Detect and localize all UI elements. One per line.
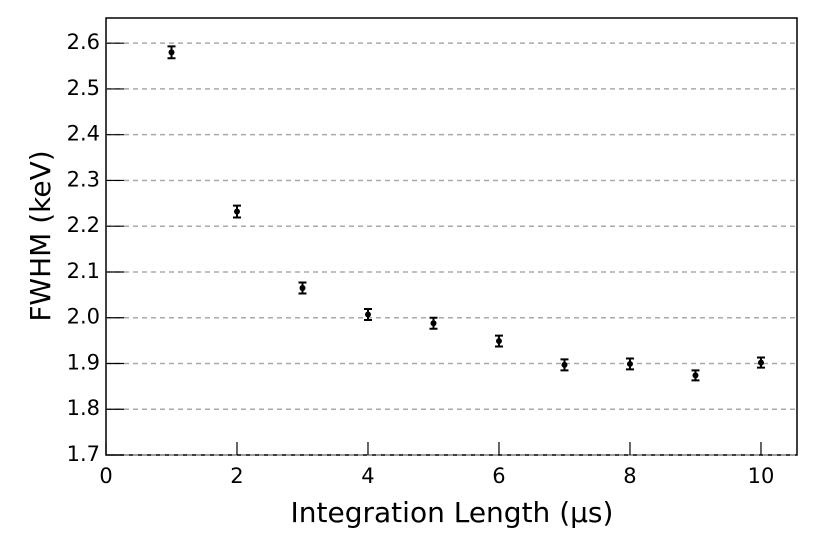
x-tick-label: 2: [230, 464, 243, 488]
y-tick-label: 1.9: [67, 350, 100, 374]
y-axis-title: FWHM (keV): [24, 150, 57, 321]
y-tick-label: 2.1: [67, 259, 100, 283]
data-point: [364, 311, 371, 318]
data-point: [495, 338, 502, 345]
x-tick-label: 4: [361, 464, 374, 488]
data-point: [757, 359, 764, 366]
x-tick-label: 0: [99, 464, 112, 488]
y-tick-label: 2.5: [67, 76, 100, 100]
y-tick-label: 2.3: [67, 167, 100, 191]
data-point: [233, 208, 240, 215]
y-tick-label: 1.8: [67, 396, 100, 420]
x-tick-label: 10: [748, 464, 775, 488]
x-tick-label: 6: [492, 464, 505, 488]
x-axis-title: Integration Length (µs): [291, 496, 614, 529]
data-point: [626, 360, 633, 367]
x-tick-label: 8: [623, 464, 636, 488]
data-point: [561, 361, 568, 368]
y-tick-label: 2.6: [67, 30, 100, 54]
y-tick-label: 2.0: [67, 305, 100, 329]
data-point: [168, 49, 175, 56]
data-point: [430, 320, 437, 327]
y-tick-label: 2.4: [67, 122, 100, 146]
data-point: [299, 284, 306, 291]
y-tick-label: 2.2: [67, 213, 100, 237]
plot-frame: [105, 17, 798, 456]
y-tick-label: 1.7: [67, 442, 100, 466]
data-point: [692, 372, 699, 379]
